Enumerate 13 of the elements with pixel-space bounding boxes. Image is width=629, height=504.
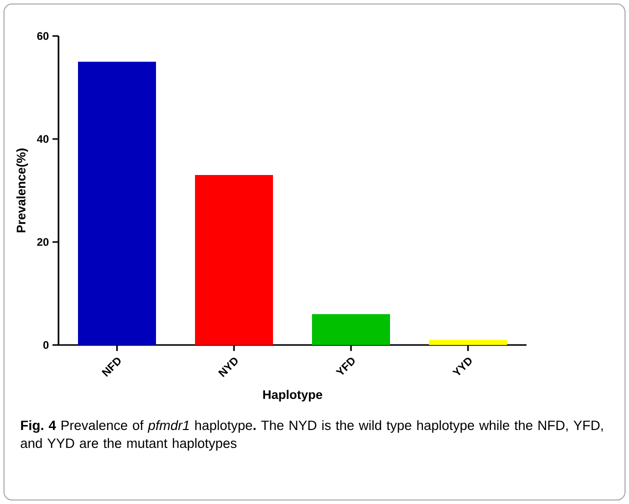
text: Fig. 4 Prevalence of pfmdr1 haplotype. The NYD is the wild type haplotype while the NFD, YFD, and YYD are the mutant haplotypes <box>20 420 603 451</box>
y-tick-label: 40 <box>36 135 49 143</box>
bar <box>312 314 390 345</box>
bar <box>429 340 508 345</box>
y-tick-label: 0 <box>43 341 49 349</box>
x-axis-title: Haplotype <box>263 390 322 402</box>
bar <box>78 62 156 345</box>
x-tick-label: YFD <box>336 358 355 375</box>
x-tick-label: YYD <box>452 358 472 376</box>
bar <box>195 175 273 345</box>
y-tick-label: 60 <box>37 32 49 40</box>
y-tick-label: 20 <box>37 238 49 246</box>
y-axis-title: Prevalence(%) <box>16 148 28 232</box>
